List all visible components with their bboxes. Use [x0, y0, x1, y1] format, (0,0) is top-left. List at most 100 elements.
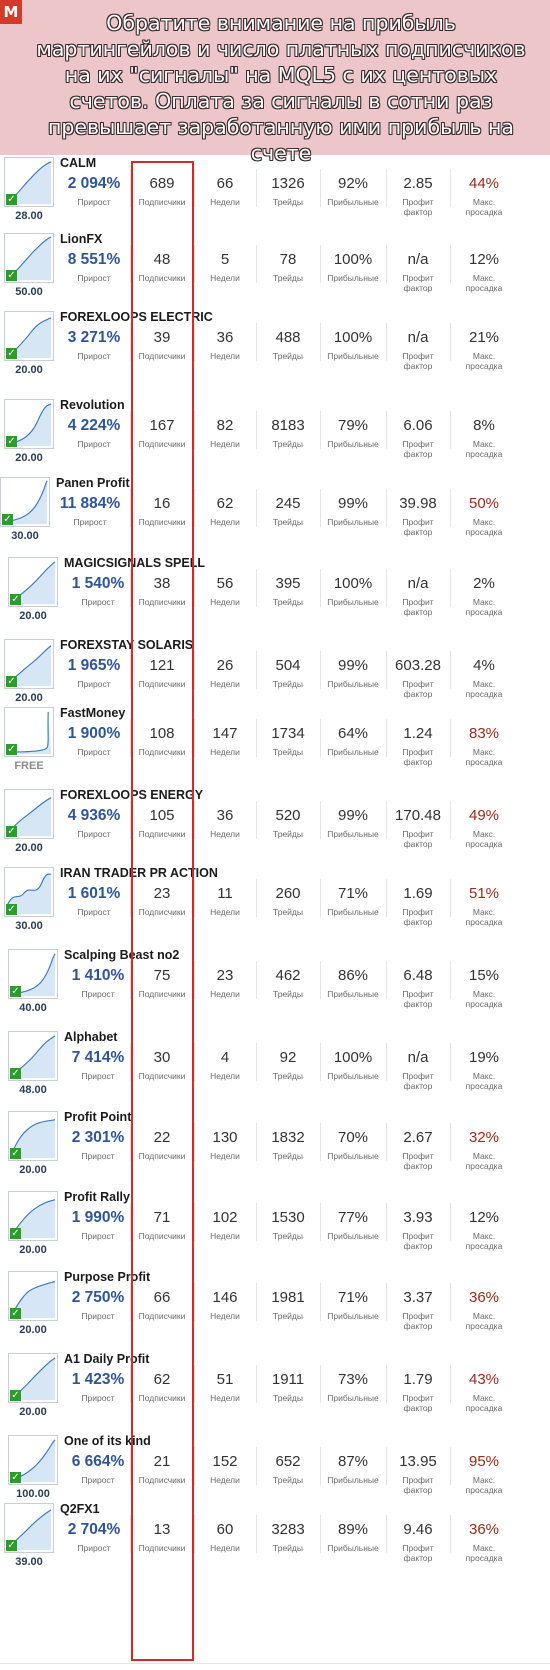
weeks-value: 36: [216, 329, 234, 346]
signal-name-link[interactable]: LionFX: [60, 232, 103, 246]
gain-label: Прирост: [81, 1311, 115, 1321]
cell-pf: 6.48 Профит фактор: [388, 967, 448, 1009]
signal-row[interactable]: ✓ 20.00 FOREXLOOPS ENERGY 4 936% Прирост 105 П…: [0, 787, 550, 873]
weeks-label: Недели: [210, 1543, 240, 1553]
signal-row[interactable]: ✓ 20.00 Profit Point 2 301% Прирост 22 Подписч…: [0, 1109, 550, 1195]
column-separator: [450, 961, 451, 999]
signal-row[interactable]: ✓ 20.00 Profit Rally 1 990% Прирост 71 Подписч…: [0, 1189, 550, 1275]
cell-pf: 1.69 Профит фактор: [388, 885, 448, 927]
cell-pf: 9.46 Профит фактор: [388, 1521, 448, 1563]
column-separator: [320, 489, 321, 527]
signal-row[interactable]: ✓ 30.00 IRAN TRADER PR ACTION 1 601% Прирост…: [0, 865, 550, 951]
equity-chart-thumbnail[interactable]: ✓: [8, 1031, 58, 1081]
column-separator: [194, 1365, 195, 1403]
pf-label: Профит фактор: [402, 747, 434, 767]
signal-name-link[interactable]: FastMoney: [60, 706, 126, 720]
trades-label: Трейды: [273, 829, 303, 839]
signal-name-link[interactable]: MAGICSIGNALS SPELL: [64, 556, 205, 570]
signal-name-link[interactable]: Revolution: [60, 398, 125, 412]
equity-chart-thumbnail[interactable]: ✓: [8, 1271, 58, 1321]
dd-value: 83%: [468, 725, 500, 742]
equity-chart-thumbnail[interactable]: ✓: [8, 949, 58, 999]
dd-label: Макс. просадка: [465, 829, 503, 849]
signal-row[interactable]: ✓ 20.00 A1 Daily Profit 1 423% Прирост 62 Подп…: [0, 1351, 550, 1437]
signal-name-link[interactable]: Q2FX1: [60, 1502, 100, 1516]
signal-row[interactable]: ✓ 100.00 One of its kind 6 664% Прирост 21 Под…: [0, 1433, 550, 1519]
signal-name-link[interactable]: FOREXSTAY SOLARIS: [60, 638, 194, 652]
column-separator: [450, 323, 451, 361]
trades-label: Трейды: [273, 1311, 303, 1321]
subs-label: Подписчики: [138, 439, 186, 449]
gain-value: 1 965%: [67, 657, 121, 674]
signal-row[interactable]: ✓ 39.00 Q2FX1 2 704% Прирост 13 Подписчики 60 Не…: [0, 1501, 550, 1587]
weeks-label: Недели: [210, 747, 240, 757]
trades-label: Трейды: [273, 351, 303, 361]
signal-name-link[interactable]: A1 Daily Profit: [64, 1352, 150, 1366]
signal-name-link[interactable]: CALM: [60, 156, 97, 170]
cell-pf: n/a Профит фактор: [388, 1049, 448, 1091]
signal-row[interactable]: ✓ 48.00 Alphabet 7 414% Прирост 30 Подписчики 4…: [0, 1029, 550, 1115]
equity-chart-thumbnail[interactable]: ✓: [8, 1191, 58, 1241]
column-separator: [386, 245, 387, 283]
signal-row[interactable]: ✓ 28.00 CALM 2 094% Прирост 689 Подписчики 66 Не…: [0, 155, 550, 241]
equity-chart-thumbnail[interactable]: ✓: [4, 311, 54, 361]
equity-chart-thumbnail[interactable]: ✓: [8, 1111, 58, 1161]
signal-row[interactable]: ✓ 20.00 FOREXSTAY SOLARIS 1 965% Прирост 121 П…: [0, 637, 550, 723]
signal-name-link[interactable]: Profit Point: [64, 1110, 132, 1124]
equity-chart-thumbnail[interactable]: ✓: [4, 639, 54, 689]
profitable-value: 89%: [337, 1521, 369, 1538]
signal-row[interactable]: ✓ 20.00 Revolution 4 224% Прирост 167 Подписчи…: [0, 397, 550, 483]
signal-name-link[interactable]: Alphabet: [64, 1030, 118, 1044]
signal-row[interactable]: ✓ 20.00 Purpose Profit 2 750% Прирост 66 Подпи…: [0, 1269, 550, 1355]
cell-dd: 36% Макс. просадка: [452, 1289, 516, 1331]
cell-weeks: 26 Недели: [196, 657, 254, 689]
signal-row[interactable]: ✓ 20.00 MAGICSIGNALS SPELL 1 540% Прирост 38 П…: [0, 555, 550, 641]
signal-name-link[interactable]: One of its kind: [64, 1434, 151, 1448]
pf-value: 2.85: [403, 175, 433, 192]
equity-chart-thumbnail[interactable]: ✓: [8, 1353, 58, 1403]
signal-price: 20.00: [15, 364, 43, 376]
divider: [0, 1663, 550, 1664]
equity-chart-thumbnail[interactable]: ✓: [4, 233, 54, 283]
equity-chart-thumbnail[interactable]: ✓: [4, 399, 54, 449]
signal-name-link[interactable]: Panen Profit: [56, 476, 130, 490]
column-separator: [450, 1043, 451, 1081]
profitable-value: 64%: [337, 725, 369, 742]
weeks-value: 4: [220, 1049, 230, 1066]
cell-trades: 1832 Трейды: [258, 1129, 318, 1161]
signal-name-link[interactable]: Scalping Beast no2: [64, 948, 180, 962]
cell-gain: 3 271% Прирост: [62, 329, 126, 361]
signal-row[interactable]: ✓ 40.00 Scalping Beast no2 1 410% Прирост 75 П…: [0, 947, 550, 1033]
signal-row[interactable]: ✓ 50.00 LionFX 8 551% Прирост 48 Подписчики 5 Не…: [0, 231, 550, 317]
column-separator: [386, 323, 387, 361]
column-separator: [130, 1283, 131, 1321]
signal-row[interactable]: ✓ 30.00 Panen Profit 11 884% Прирост 16 Подпис…: [0, 475, 550, 561]
cell-trades: 1530 Трейды: [258, 1209, 318, 1241]
gain-label: Прирост: [77, 197, 111, 207]
signal-row[interactable]: ✓ 20.00 FOREXLOOPS ELECTRIC 3 271% Прирост 39…: [0, 309, 550, 395]
signal-name-link[interactable]: Profit Rally: [64, 1190, 130, 1204]
equity-chart-thumbnail[interactable]: ✓: [4, 157, 54, 207]
equity-chart-thumbnail[interactable]: ✓: [4, 789, 54, 839]
equity-chart-thumbnail[interactable]: ✓: [4, 707, 54, 757]
verified-check-icon: ✓: [10, 986, 21, 997]
equity-chart-thumbnail[interactable]: ✓: [4, 1503, 54, 1553]
signal-name-link[interactable]: FOREXLOOPS ELECTRIC: [60, 310, 213, 324]
trades-label: Трейды: [273, 517, 303, 527]
signal-name-link[interactable]: IRAN TRADER PR ACTION: [60, 866, 218, 880]
equity-chart-thumbnail[interactable]: ✓: [0, 477, 50, 527]
dd-label: Макс. просадка: [465, 273, 503, 293]
signal-name-link[interactable]: FOREXLOOPS ENERGY: [60, 788, 204, 802]
equity-chart-thumbnail[interactable]: ✓: [4, 867, 54, 917]
trades-value: 92: [279, 1049, 297, 1066]
equity-chart-thumbnail[interactable]: ✓: [8, 557, 58, 607]
signal-name-link[interactable]: Purpose Profit: [64, 1270, 151, 1284]
cell-weeks: 51 Недели: [196, 1371, 254, 1403]
pf-value: 6.48: [403, 967, 433, 984]
gain-value: 1 410%: [71, 967, 125, 984]
dd-label: Макс. просадка: [465, 989, 503, 1009]
equity-chart-thumbnail[interactable]: ✓: [8, 1435, 58, 1485]
trades-value: 488: [275, 329, 301, 346]
signal-row[interactable]: ✓ FREE FastMoney 1 900% Прирост 108 Подписчики…: [0, 705, 550, 791]
cell-weeks: 60 Недели: [196, 1521, 254, 1553]
